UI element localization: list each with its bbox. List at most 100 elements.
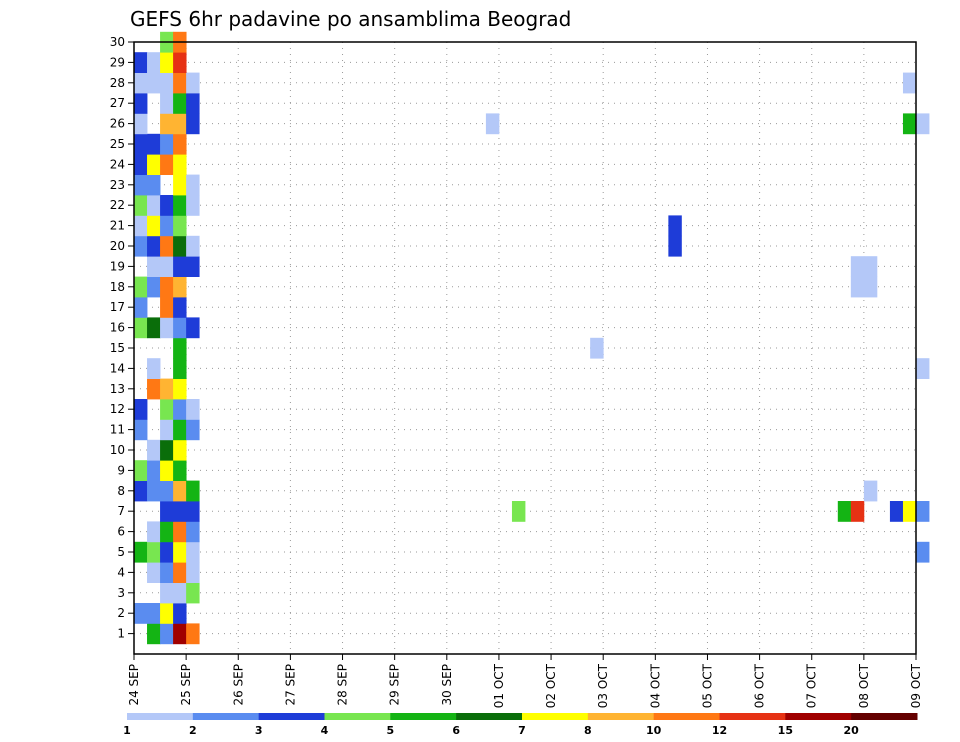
legend-swatch xyxy=(258,713,325,720)
heatmap-cell xyxy=(160,235,174,257)
y-tick-label: 28 xyxy=(110,76,125,90)
y-tick-label: 22 xyxy=(110,198,125,212)
y-tick-label: 4 xyxy=(117,565,125,579)
heatmap-cell xyxy=(147,541,161,563)
heatmap-cell xyxy=(186,480,200,502)
heatmap-cell xyxy=(147,562,161,583)
y-tick-label: 19 xyxy=(110,259,125,273)
heatmap-cell xyxy=(186,562,200,583)
heatmap-cell xyxy=(186,399,200,420)
heatmap-cell xyxy=(147,235,161,257)
y-tick-label: 9 xyxy=(117,463,125,477)
heatmap-cell xyxy=(160,541,174,563)
heatmap-cell xyxy=(173,297,187,318)
heatmap-cell xyxy=(160,154,174,175)
heatmap-cell xyxy=(134,419,148,441)
x-tick-label: 01 OCT xyxy=(492,663,506,708)
heatmap-cell xyxy=(902,501,917,522)
heatmap-cell xyxy=(173,113,187,135)
y-tick-label: 3 xyxy=(117,586,125,600)
heatmap-cell xyxy=(173,72,187,94)
heatmap-cell xyxy=(134,215,148,237)
heatmap-cell xyxy=(863,480,878,502)
heatmap-cell xyxy=(160,297,174,318)
legend-swatch xyxy=(785,713,852,720)
heatmap-cell xyxy=(160,215,174,237)
heatmap-cell xyxy=(173,133,187,155)
heatmap-cell xyxy=(173,52,187,73)
heatmap-cell xyxy=(134,603,148,624)
heatmap-cell xyxy=(147,215,161,237)
heatmap-cell xyxy=(134,52,148,73)
heatmap-cell xyxy=(863,256,878,277)
legend-label: 2 xyxy=(189,724,197,737)
heatmap-cell xyxy=(173,439,187,461)
legend-swatch xyxy=(851,713,918,720)
legend-label: 15 xyxy=(778,724,793,737)
y-tick-label: 12 xyxy=(110,402,125,416)
heatmap-cell xyxy=(134,399,148,420)
heatmap-cell xyxy=(186,93,200,114)
heatmap-cell xyxy=(173,501,187,522)
heatmap-cell xyxy=(147,603,161,624)
heatmap-cell xyxy=(134,133,148,155)
y-tick-label: 30 xyxy=(110,35,125,49)
y-tick-label: 2 xyxy=(117,606,125,620)
y-tick-label: 14 xyxy=(110,361,125,375)
y-tick-label: 25 xyxy=(110,137,125,151)
y-tick-label: 26 xyxy=(110,117,125,131)
heatmap-cell xyxy=(160,317,174,339)
legend-label: 1 xyxy=(123,724,131,737)
heatmap-cell xyxy=(147,133,161,155)
heatmap-cell xyxy=(134,154,148,175)
heatmap-cell xyxy=(147,276,161,298)
legend-label: 12 xyxy=(712,724,727,737)
y-tick-label: 21 xyxy=(110,219,125,233)
heatmap-cell xyxy=(147,154,161,175)
x-tick-label: 07 OCT xyxy=(805,663,819,708)
heatmap-cell xyxy=(173,603,187,624)
heatmap-cell xyxy=(173,337,187,359)
heatmap-cell xyxy=(186,623,200,645)
heatmap-cell xyxy=(134,72,148,94)
y-tick-label: 6 xyxy=(117,525,125,539)
heatmap-cell xyxy=(850,256,865,277)
heatmap-cell xyxy=(173,521,187,543)
y-tick-label: 18 xyxy=(110,280,125,294)
y-tick-label: 13 xyxy=(110,382,125,396)
y-tick-label: 23 xyxy=(110,178,125,192)
heatmap-cell xyxy=(902,113,917,135)
y-tick-label: 27 xyxy=(110,96,125,110)
heatmap-cell xyxy=(147,460,161,481)
heatmap-cell xyxy=(134,113,148,135)
heatmap-cell xyxy=(173,582,187,604)
heatmap-cell xyxy=(134,195,148,216)
x-tick-label: 06 OCT xyxy=(753,663,767,708)
heatmap-cell xyxy=(173,623,187,645)
y-tick-label: 20 xyxy=(110,239,125,253)
heatmap-cell xyxy=(134,460,148,481)
heatmap-cell xyxy=(186,72,200,94)
heatmap-cell xyxy=(160,276,174,298)
heatmap-cell xyxy=(889,501,904,522)
heatmap-cell xyxy=(173,93,187,114)
x-tick-label: 09 OCT xyxy=(909,663,923,708)
heatmap-cell xyxy=(173,174,187,196)
heatmap-cell xyxy=(134,93,148,114)
heatmap-cell xyxy=(850,276,865,298)
heatmap-cell xyxy=(186,195,200,216)
heatmap-cell xyxy=(916,501,930,522)
heatmap-cell xyxy=(173,480,187,502)
legend-swatch xyxy=(522,713,589,720)
heatmap-cell xyxy=(186,317,200,339)
legend-swatch xyxy=(192,713,260,720)
heatmap-cell xyxy=(173,399,187,420)
heatmap-cell xyxy=(160,439,174,461)
legend-label: 10 xyxy=(646,724,662,737)
y-tick-label: 11 xyxy=(110,423,125,437)
heatmap-cell xyxy=(916,541,930,563)
heatmap-cell xyxy=(590,337,604,359)
x-axis-ticks: 24 SEP 25 SEP 26 SEP 27 SEP 28 SEP 29 SEP 30 S… xyxy=(127,654,923,708)
y-tick-label: 24 xyxy=(110,157,125,171)
heatmap-cell xyxy=(173,419,187,441)
